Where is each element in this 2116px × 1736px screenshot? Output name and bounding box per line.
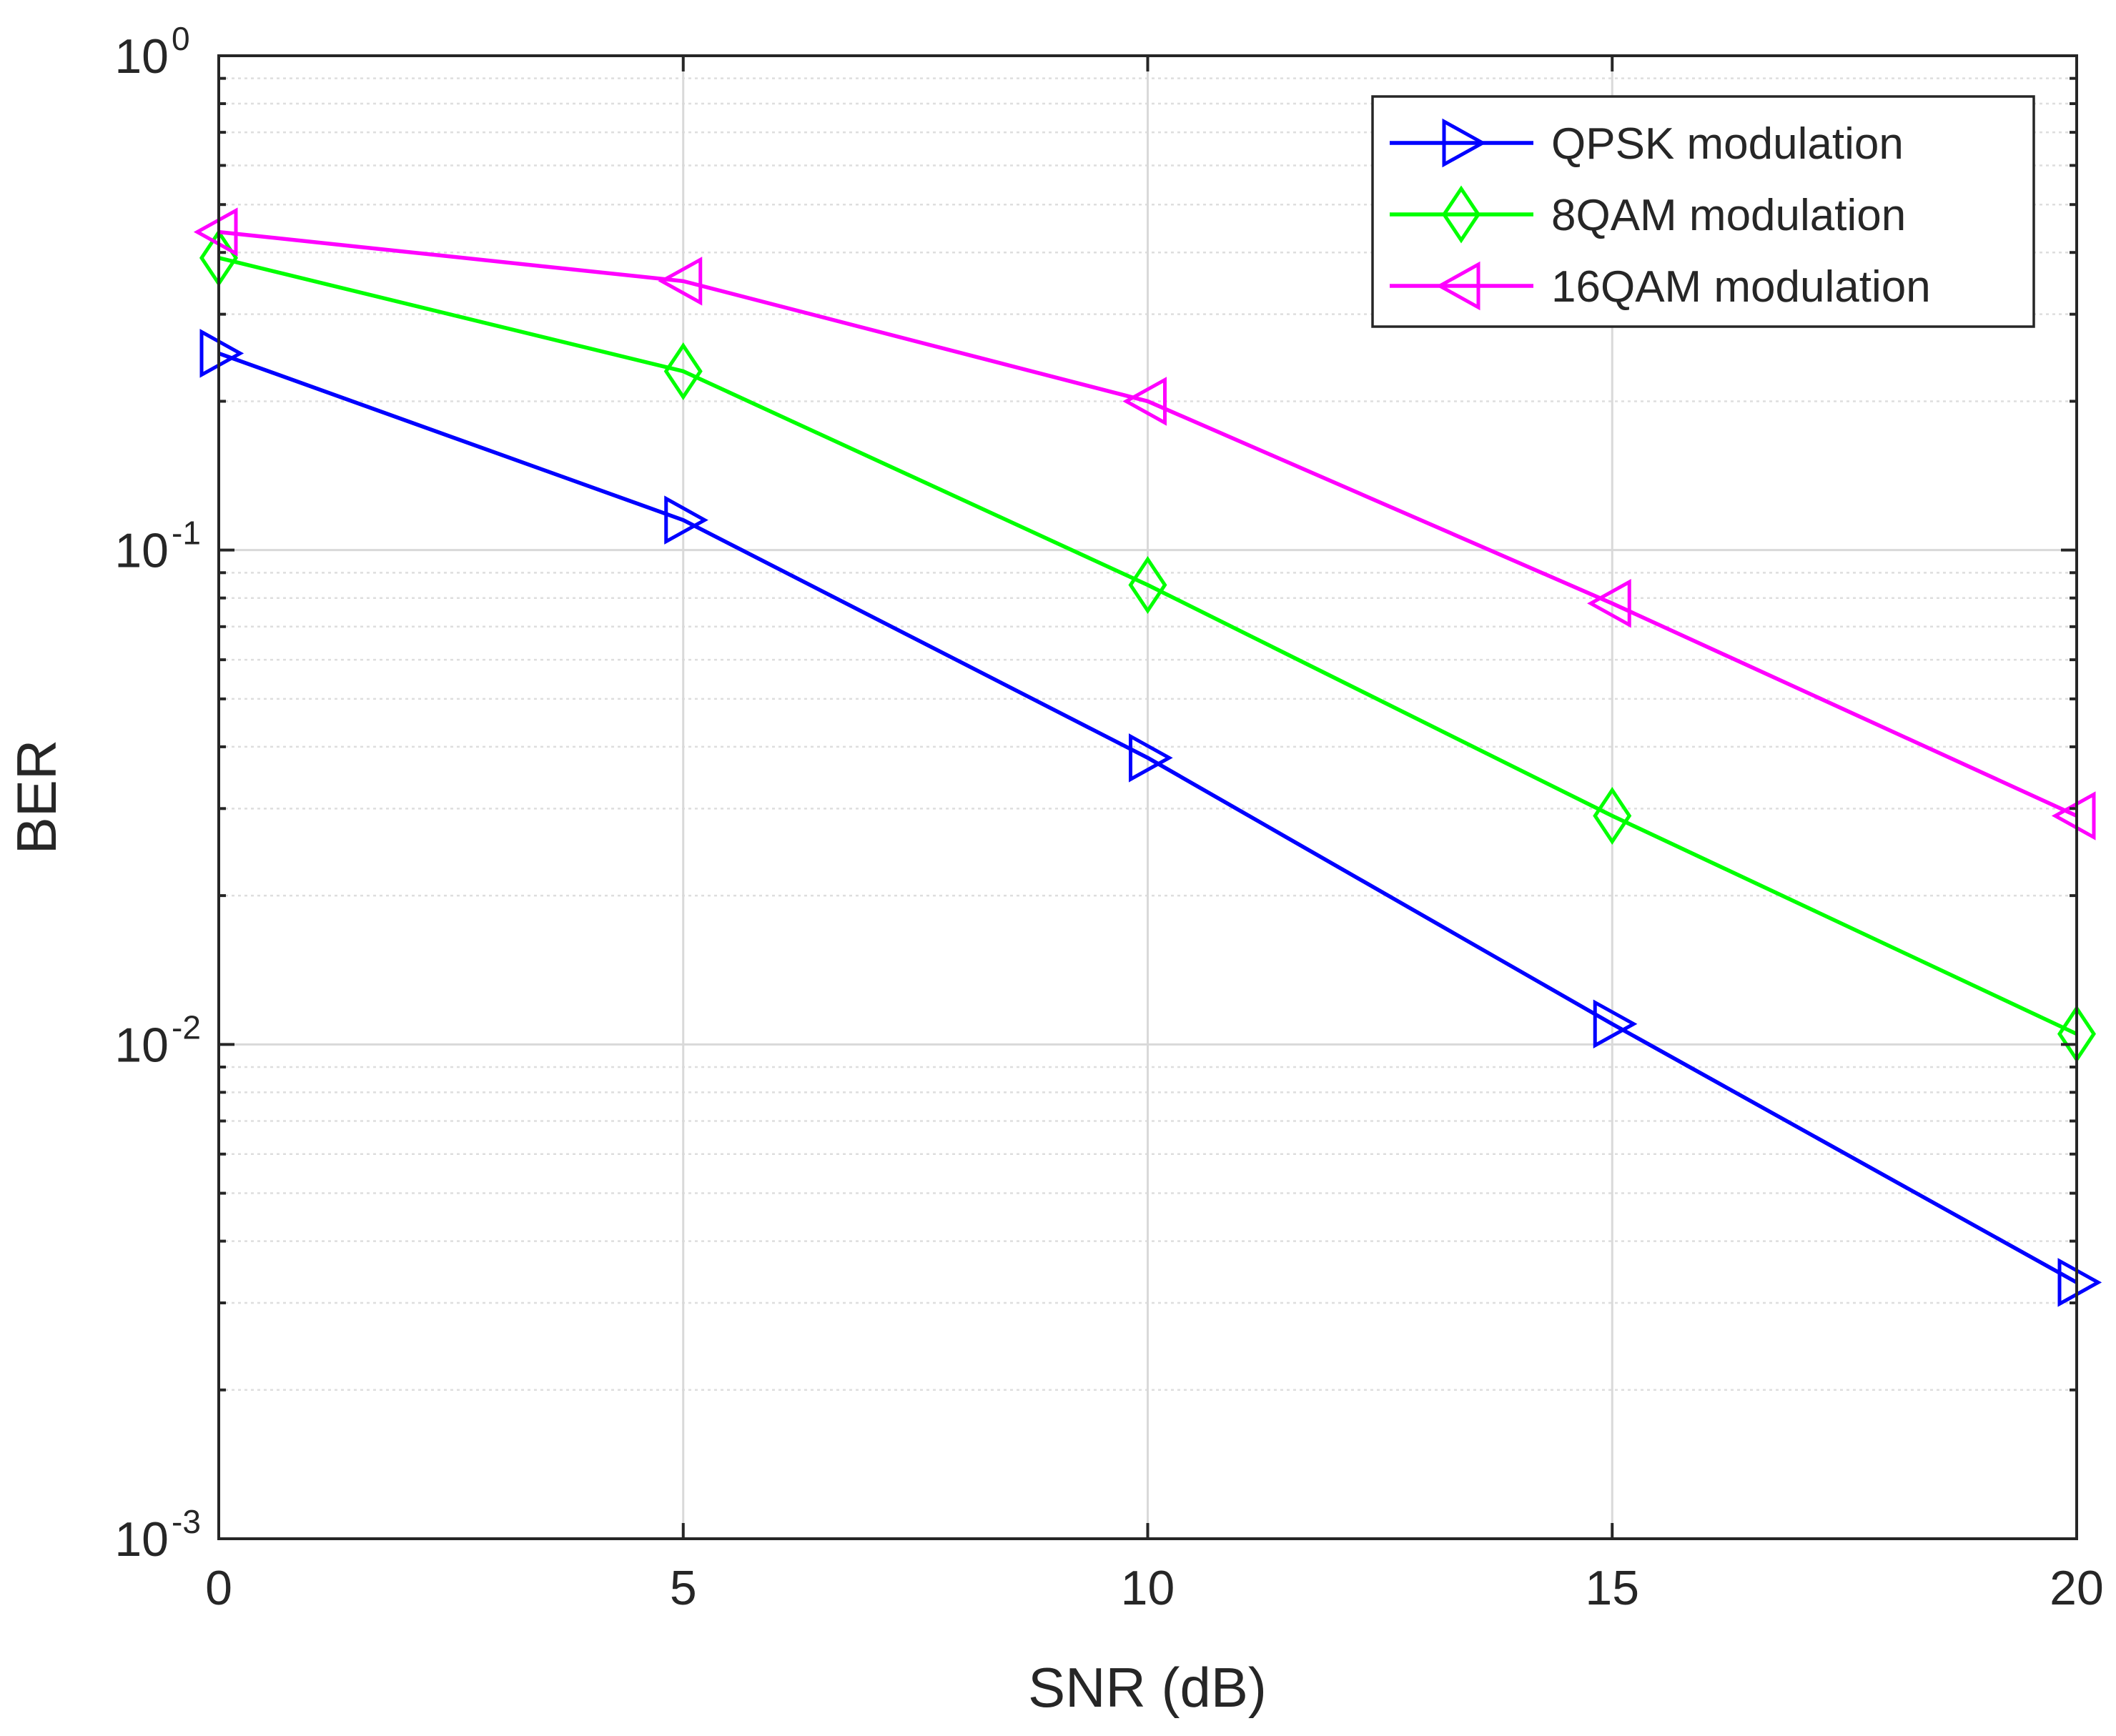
x-tick-label: 20 [2050, 1561, 2104, 1615]
data-point-8qam-modulation [1128, 555, 1167, 614]
legend: QPSK modulation 8QAM modulation 16QAM modu… [1371, 95, 2035, 328]
y-tick-label-exponent: -1 [172, 515, 201, 552]
y-tick-label-base: 10 [114, 29, 169, 84]
x-tick-label: 10 [1121, 1561, 1175, 1615]
legend-marker-16qam-modulation [1435, 261, 1480, 311]
data-point-qpsk-modulation [2057, 1258, 2102, 1307]
series-line-qpsk-modulation [218, 351, 2078, 1284]
legend-label-16qam-modulation: 16QAM modulation [1551, 262, 1931, 312]
y-tick-label-exponent: -2 [172, 1008, 201, 1046]
data-point-16qam-modulation [193, 207, 238, 257]
data-point-qpsk-modulation [199, 329, 244, 378]
legend-label-qpsk-modulation: QPSK modulation [1551, 119, 1904, 169]
y-tick-label-exponent: -3 [172, 1503, 201, 1540]
series-line-16qam-modulation [218, 229, 2078, 818]
y-tick-label-base: 10 [114, 524, 169, 578]
legend-box [1371, 95, 2035, 328]
series-16qam-modulation [193, 207, 2096, 840]
data-point-qpsk-modulation [664, 495, 708, 545]
data-point-16qam-modulation [1587, 579, 1631, 628]
legend-marker-qpsk-modulation [1442, 118, 1487, 168]
y-tick-label-base: 10 [114, 1512, 169, 1567]
data-point-8qam-modulation [663, 342, 703, 400]
series-line-8qam-modulation [218, 256, 2078, 1036]
data-point-8qam-modulation [1593, 787, 1632, 845]
data-point-16qam-modulation [2051, 791, 2096, 840]
data-point-16qam-modulation [1122, 377, 1167, 426]
data-point-qpsk-modulation [1593, 999, 1638, 1048]
y-axis-label: BER [5, 740, 68, 854]
tick-layer: 10 010 -110 -210 -30 5 10 15 20 [114, 20, 2103, 1615]
x-axis-label: SNR (dB) [1028, 1656, 1267, 1719]
x-tick-label: 15 [1585, 1561, 1639, 1615]
series-layer [193, 207, 2102, 1307]
legend-label-8qam-modulation: 8QAM modulation [1551, 191, 1906, 240]
data-point-16qam-modulation [658, 257, 703, 306]
x-tick-label: 0 [205, 1561, 232, 1615]
legend-marker-8qam-modulation [1441, 185, 1481, 244]
y-tick-label-exponent: 0 [172, 20, 190, 57]
y-tick-label-base: 10 [114, 1018, 169, 1072]
data-point-qpsk-modulation [1129, 733, 1173, 783]
series-qpsk-modulation [199, 329, 2102, 1307]
x-tick-label: 5 [670, 1561, 697, 1615]
